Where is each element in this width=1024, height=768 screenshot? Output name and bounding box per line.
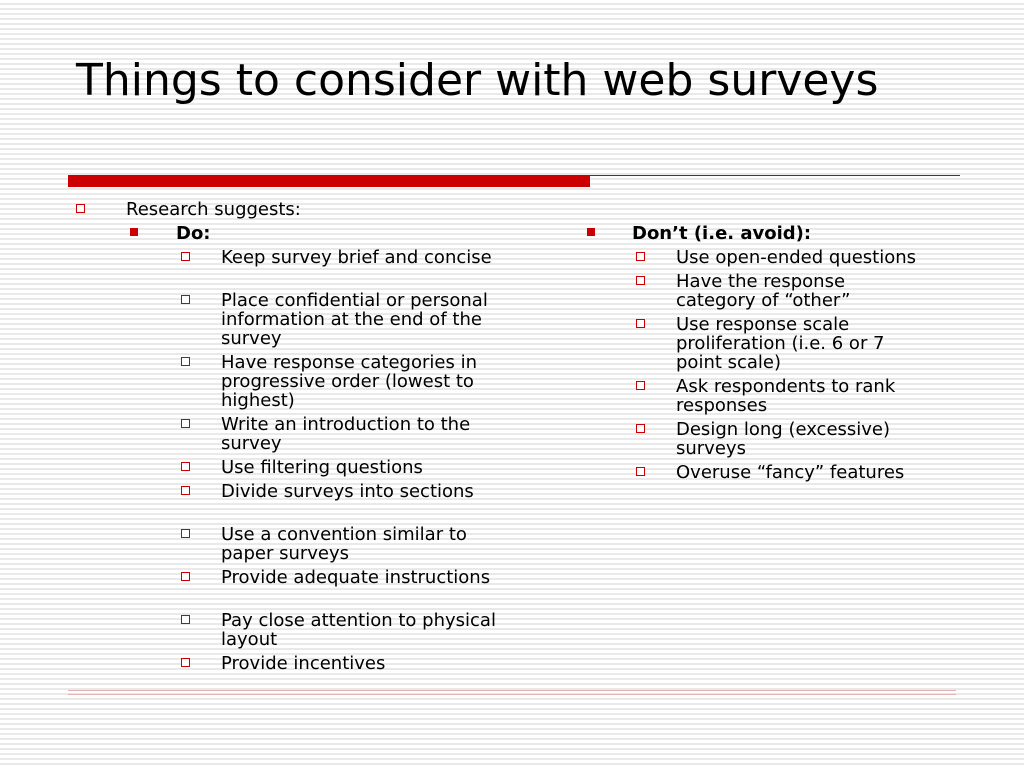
intro-text: Research suggests: — [126, 199, 301, 220]
title-divider-thick — [68, 175, 590, 187]
do-heading: Do: — [176, 223, 211, 244]
dont-item-text: Have the response category of “other” — [676, 271, 851, 311]
do-item-text: Provide adequate instructions — [221, 567, 491, 588]
do-item-text: Use a convention similar to paper survey… — [221, 524, 467, 564]
dont-heading: Don’t (i.e. avoid): — [632, 223, 812, 244]
filled-square-bullet-icon — [587, 228, 595, 236]
hollow-square-bullet-icon — [636, 424, 645, 433]
hollow-square-bullet-icon — [181, 615, 190, 624]
hollow-square-bullet-icon — [636, 467, 645, 476]
do-item-text: Pay close attention to physical layout — [221, 610, 496, 650]
do-item-text: Place confidential or personal informati… — [221, 290, 488, 349]
dont-item-text: Use open-ended questions — [676, 247, 917, 268]
footer-divider — [68, 690, 956, 691]
do-item-text: Keep survey brief and concise — [221, 247, 492, 268]
hollow-square-bullet-icon — [181, 357, 190, 366]
hollow-square-bullet-icon — [636, 252, 645, 261]
hollow-square-bullet-icon — [181, 486, 190, 495]
hollow-square-bullet-icon — [181, 572, 190, 581]
slide-title: Things to consider with web surveys — [76, 55, 879, 106]
hollow-square-bullet-icon — [181, 295, 190, 304]
hollow-square-bullet-icon — [181, 658, 190, 667]
hollow-square-bullet-icon — [181, 529, 190, 538]
hollow-square-bullet-icon — [636, 381, 645, 390]
hollow-square-bullet-icon — [636, 319, 645, 328]
do-item-text: Write an introduction to the survey — [221, 414, 471, 454]
hollow-square-bullet-icon — [181, 462, 190, 471]
dont-item-text: Overuse “fancy” features — [676, 462, 905, 483]
hollow-square-bullet-icon — [76, 204, 85, 213]
dont-item-text: Use response scale proliferation (i.e. 6… — [676, 314, 885, 373]
do-item-text: Have response categories in progressive … — [221, 352, 477, 411]
hollow-square-bullet-icon — [181, 252, 190, 261]
title-divider-thin — [590, 175, 960, 176]
dont-item-text: Ask respondents to rank responses — [676, 376, 896, 416]
footer-divider — [68, 694, 956, 695]
do-item-text: Divide surveys into sections — [221, 481, 474, 502]
do-item-text: Use filtering questions — [221, 457, 423, 478]
hollow-square-bullet-icon — [181, 419, 190, 428]
filled-square-bullet-icon — [130, 228, 138, 236]
dont-item-text: Design long (excessive) surveys — [676, 419, 891, 459]
do-item-text: Provide incentives — [221, 653, 386, 674]
hollow-square-bullet-icon — [636, 276, 645, 285]
